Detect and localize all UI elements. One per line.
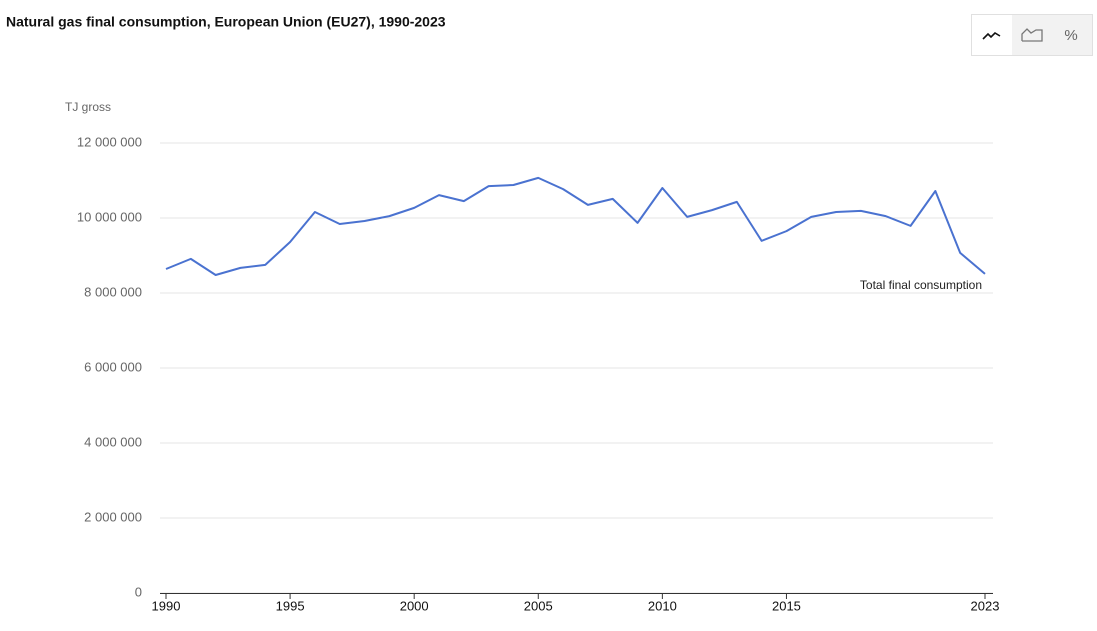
y-tick-label: 8 000 000 <box>84 284 142 299</box>
chart-title: Natural gas final consumption, European … <box>6 14 446 30</box>
x-tick-label: 2010 <box>648 598 677 613</box>
x-tick-label: 2000 <box>400 598 429 613</box>
x-tick-label: 1995 <box>276 598 305 613</box>
y-tick-label: 6 000 000 <box>84 359 142 374</box>
toolbar: % <box>971 14 1093 56</box>
x-tick-label: 2023 <box>971 598 1000 613</box>
y-tick-label: 2 000 000 <box>84 509 142 524</box>
button-bg <box>1052 15 1092 55</box>
area-icon <box>1021 28 1043 42</box>
percent-icon: % <box>1064 27 1077 44</box>
y-tick-label: 4 000 000 <box>84 434 142 449</box>
y-tick-label: 10 000 000 <box>77 209 142 224</box>
line-icon <box>982 31 1001 40</box>
y-tick-label: 0 <box>135 584 142 599</box>
line-view-button[interactable] <box>972 15 1012 55</box>
x-tick-label: 2015 <box>772 598 801 613</box>
series-line <box>165 176 986 276</box>
area-view-button[interactable] <box>1012 15 1052 55</box>
percent-view-button[interactable]: % <box>1052 15 1092 55</box>
series-label: Total final consumption <box>860 278 982 292</box>
x-tick-label: 2005 <box>524 598 553 613</box>
y-axis-label: TJ gross <box>65 100 111 114</box>
button-bg <box>1012 15 1052 55</box>
x-tick-label: 1990 <box>152 598 181 613</box>
y-tick-label: 12 000 000 <box>77 134 142 149</box>
